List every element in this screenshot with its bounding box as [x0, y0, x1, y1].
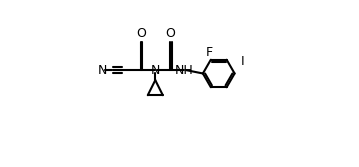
Text: I: I: [240, 55, 244, 68]
Text: NH: NH: [174, 64, 193, 77]
Text: N: N: [98, 64, 107, 77]
Text: O: O: [165, 27, 175, 40]
Text: O: O: [136, 27, 146, 40]
Text: N: N: [150, 64, 160, 77]
Text: F: F: [206, 46, 213, 59]
